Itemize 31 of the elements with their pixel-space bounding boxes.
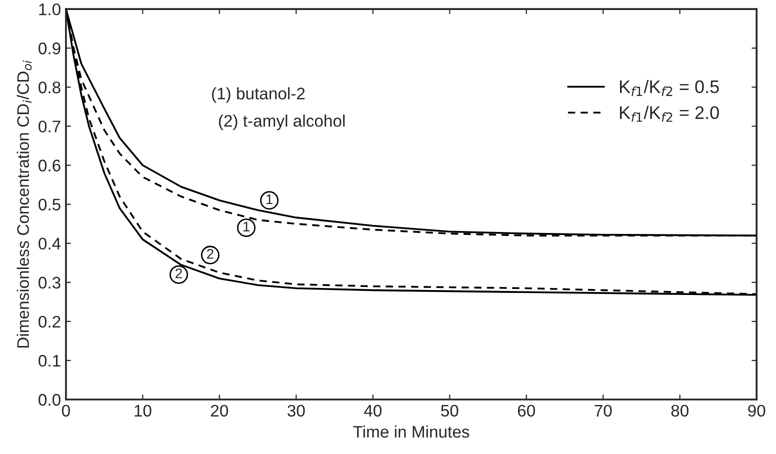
y-tick-label: 1.0 <box>39 3 60 16</box>
x-tick-label: 90 <box>748 404 766 417</box>
legend-label: K$_{f1}$/K$_{f2}$ = 0.5 <box>620 80 719 96</box>
annotation: (1) butanol-2 <box>212 87 305 103</box>
x-tick-label: 50 <box>441 404 458 417</box>
y-tick-label: 0.3 <box>38 276 60 289</box>
y-tick-label: 0.2 <box>38 316 60 328</box>
annotation: 1 <box>266 194 272 204</box>
x-tick-label: 30 <box>288 404 305 417</box>
x-tick-label: 70 <box>594 404 612 417</box>
legend-label: K$_{f1}$/K$_{f2}$ = 2.0 <box>620 106 719 122</box>
y-tick-label: 0.5 <box>38 198 60 211</box>
annotation: 2 <box>176 268 182 278</box>
y-tick-label: 0.9 <box>38 42 60 54</box>
annotation: 1 <box>243 222 250 232</box>
x-axis-title: Time in Minutes <box>353 425 470 438</box>
y-tick-label: 0.7 <box>38 120 60 132</box>
annotation: (2) t-amyl alcohol <box>218 114 345 130</box>
x-tick-label: 0 <box>62 404 70 417</box>
y-tick-label: 0.1 <box>38 354 60 367</box>
y-tick-label: 0.6 <box>38 160 60 172</box>
y-tick-label: 0.8 <box>38 82 60 94</box>
x-tick-label: 80 <box>671 404 688 417</box>
x-tick-label: 20 <box>211 404 228 417</box>
annotation: 2 <box>207 248 214 259</box>
y-axis-title: Dimensionless Concentration CD$_{i}$/CD$_{oi}$ <box>16 60 32 348</box>
x-tick-label: 10 <box>134 404 152 417</box>
y-tick-label: 0.4 <box>38 238 61 250</box>
x-tick-label: 40 <box>364 404 382 417</box>
x-tick-label: 60 <box>518 404 536 417</box>
y-tick-label: 0.0 <box>38 394 60 406</box>
